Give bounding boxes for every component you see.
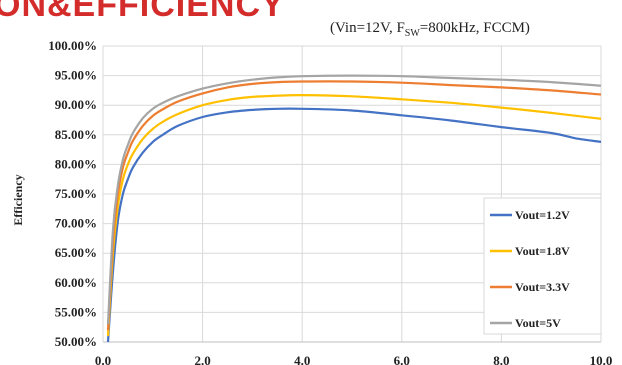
x-tick-label: 8.0 [493,353,509,365]
grid-layer [102,45,602,343]
x-tick-label: 4.0 [294,353,310,365]
series-line-2 [106,80,602,331]
x-tick-label: 6.0 [394,353,410,365]
y-tick-label: 85.00% [55,127,97,142]
page-title: ON&EFFICIENCY [0,0,285,24]
x-tick-label: 0.0 [95,353,111,365]
y-tick-label: 100.00% [48,38,97,53]
y-tick-label: 65.00% [55,245,97,260]
x-tick-label: 10.0 [590,353,613,365]
y-tick-label: 80.00% [55,156,97,171]
legend-label: Vout=3.3V [515,280,570,294]
y-axis-label: Efficiency [11,174,25,225]
x-tick-labels: 0.0 2.0 4.0 6.0 8.0 10.0 [95,353,613,365]
series-line-0 [106,107,602,343]
y-tick-label: 75.00% [55,186,97,201]
y-tick-label: 90.00% [55,97,97,112]
legend: Vout=1.2V Vout=1.8V Vout=3.3V Vout=5V [483,197,602,335]
test-conditions: (Vin=12V, FSW=800kHz, FCCM) [330,20,530,39]
legend-label: Vout=5V [515,316,561,330]
y-tick-label: 60.00% [55,275,97,290]
x-tick-label: 2.0 [194,353,210,365]
conditions-suffix: =800kHz, FCCM) [419,20,530,36]
y-tick-label: 70.00% [55,216,97,231]
legend-label: Vout=1.8V [515,244,570,258]
legend-box [483,197,602,335]
legend-label: Vout=1.2V [515,208,570,222]
y-tick-label: 50.00% [55,334,97,349]
conditions-prefix: (Vin=12V, F [330,20,405,36]
y-tick-label: 95.00% [55,68,97,83]
series-line-3 [106,74,602,325]
conditions-subscript: SW [404,28,420,39]
series-line-1 [106,93,602,337]
y-tick-label: 55.00% [55,304,97,319]
y-tick-labels: 50.00% 55.00% 60.00% 65.00% 70.00% 75.00% 80.0… [48,38,97,349]
series-layer [106,74,602,343]
